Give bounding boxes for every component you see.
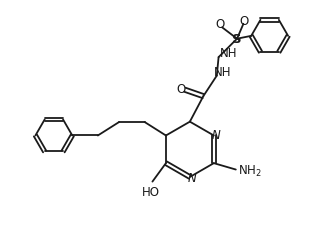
Text: S: S — [232, 33, 242, 46]
Text: N: N — [212, 129, 221, 142]
Text: HO: HO — [142, 186, 160, 198]
Text: N: N — [188, 172, 197, 184]
Text: O: O — [177, 83, 186, 96]
Text: O: O — [216, 18, 225, 31]
Text: NH: NH — [214, 66, 232, 78]
Text: NH$_2$: NH$_2$ — [238, 164, 261, 178]
Text: O: O — [239, 15, 249, 28]
Text: NH: NH — [220, 47, 237, 60]
